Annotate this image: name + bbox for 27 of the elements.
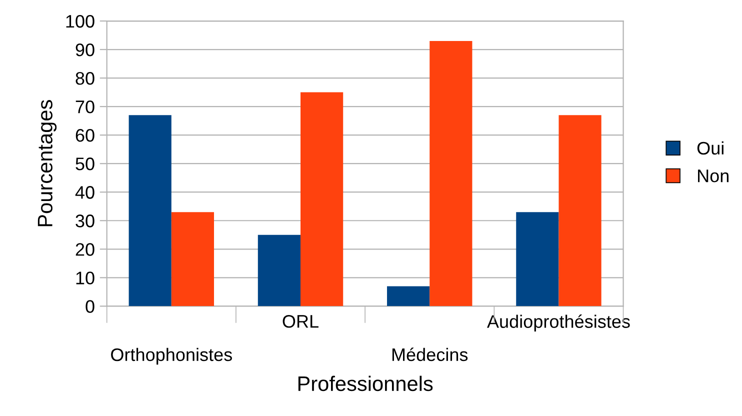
y-tick-label: 40 xyxy=(75,186,94,199)
y-tick-label: 50 xyxy=(76,158,94,170)
x-tick-label: Orthophonistes xyxy=(111,348,232,365)
y-tick-label: 90 xyxy=(76,43,94,56)
x-axis-title: Professionnels xyxy=(298,376,433,392)
bar xyxy=(300,92,344,306)
x-tick-label: ORL xyxy=(282,314,318,328)
bar xyxy=(558,115,602,306)
y-tick-label: 70 xyxy=(76,100,94,114)
y-tick-label: 10 xyxy=(76,272,94,284)
bar xyxy=(128,115,172,306)
bar xyxy=(430,40,472,306)
legend-label: Oui xyxy=(697,141,724,155)
y-tick-label: 100 xyxy=(66,14,94,28)
x-tick-label: Audioprothésistes xyxy=(487,314,630,332)
y-tick-label: 80 xyxy=(76,72,94,85)
bar xyxy=(516,212,559,306)
y-tick-label: 60 xyxy=(76,129,94,142)
y-tick-label: 30 xyxy=(76,214,94,228)
legend-label: Non xyxy=(698,170,728,182)
y-tick-label: 0 xyxy=(86,300,94,313)
bar xyxy=(258,234,301,306)
bar xyxy=(171,212,214,306)
x-tick-label: Médecins xyxy=(392,348,468,362)
bar xyxy=(387,286,430,306)
y-tick-label: 20 xyxy=(76,243,94,256)
y-axis-title: Pourcentages xyxy=(38,100,57,226)
